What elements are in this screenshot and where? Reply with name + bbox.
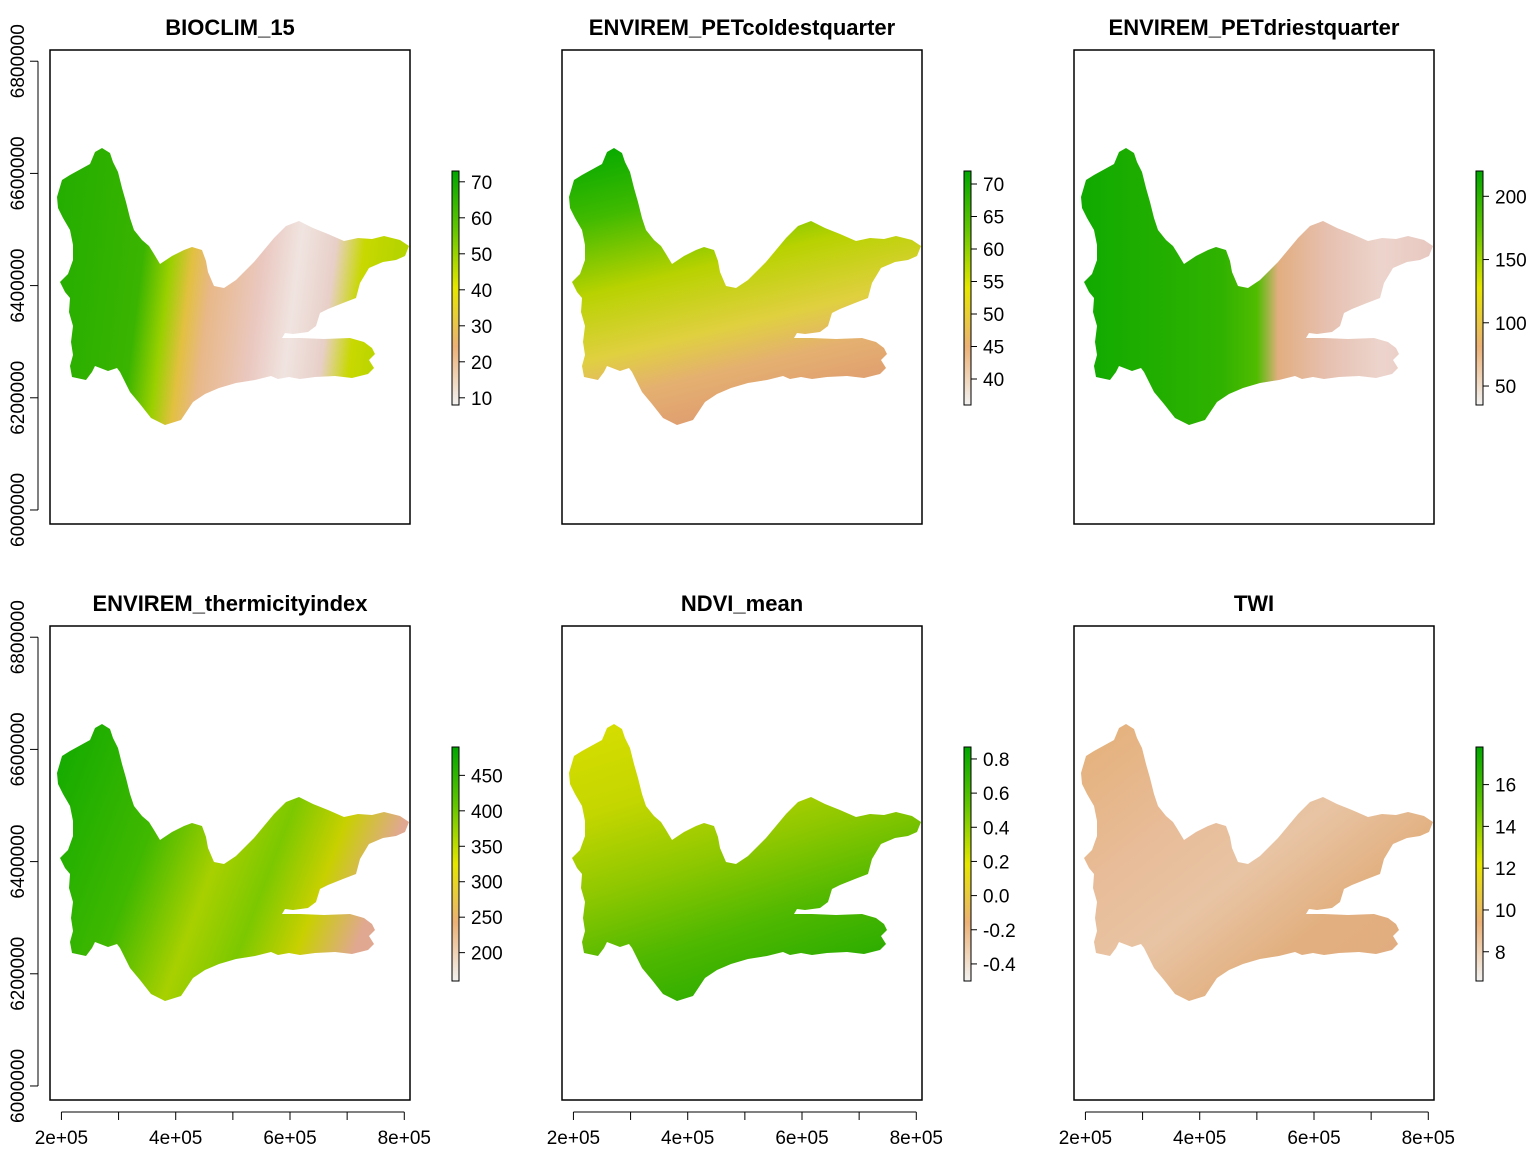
legend-colorbar	[963, 746, 972, 982]
map-panel-6: TWI 8 10 12 14 16 2e+05 4e+05 6e+05 8e+05	[1059, 591, 1517, 1149]
y-axis-label: 6200000	[8, 937, 29, 1011]
legend-label: 50	[1495, 377, 1516, 398]
y-axis-label: 6000000	[8, 473, 29, 547]
panel-title: ENVIREM_PETdriestquarter	[1109, 15, 1400, 40]
legend-label: 70	[983, 175, 1004, 196]
panel-title: BIOCLIM_15	[165, 15, 295, 40]
legend-label: 70	[471, 173, 492, 194]
x-axis-label: 6e+05	[775, 1128, 828, 1149]
y-axis-label: 6400000	[8, 249, 29, 323]
legend-label: 14	[1495, 817, 1517, 838]
legend-label: 60	[471, 209, 492, 230]
legend-colorbar	[963, 170, 972, 406]
raster-region	[569, 148, 921, 425]
legend-label: 30	[471, 317, 492, 338]
legend-colorbar	[1475, 746, 1484, 982]
legend-label: 40	[471, 281, 492, 302]
legend-label: 400	[471, 802, 503, 823]
legend-label: 10	[471, 389, 492, 410]
map-panel-5: NDVI_mean -0.4 -0.2 0.0 0.2 0.4 0.6 0.8 2e+05 4e+…	[547, 591, 1016, 1149]
legend-colorbar	[1475, 170, 1484, 406]
plot-frame	[561, 49, 923, 525]
legend-label: 250	[471, 908, 503, 929]
raster-region	[1081, 724, 1433, 1001]
map-panel-1: BIOCLIM_15 10 20 30 40 50 60 70 6000000 6200000 64…	[8, 15, 492, 547]
y-axis-label: 6200000	[8, 361, 29, 435]
map-panel-2: ENVIREM_PETcoldestquarter 40 45 50 55 60 65 70	[561, 15, 1004, 525]
legend-label: 8	[1495, 943, 1506, 964]
legend-colorbar	[451, 170, 460, 406]
map-panel-4: ENVIREM_thermicityindex 200 250 300 350 400 45…	[8, 591, 503, 1149]
y-axis-label: 6000000	[8, 1049, 29, 1123]
x-axis-label: 2e+05	[35, 1128, 88, 1149]
legend-label: 20	[471, 353, 492, 374]
legend-label: 50	[983, 305, 1004, 326]
legend-label: 0.6	[983, 784, 1009, 805]
legend-label: 60	[983, 240, 1004, 261]
legend-label: 0.8	[983, 750, 1009, 771]
plot-frame	[1073, 625, 1435, 1101]
x-axis-label: 8e+05	[378, 1128, 431, 1149]
legend-label: 65	[983, 208, 1004, 229]
plot-frame	[1073, 49, 1435, 525]
y-axis-label: 6600000	[8, 712, 29, 786]
legend-label: 200	[1495, 187, 1527, 208]
plot-frame	[49, 49, 411, 525]
x-axis-label: 4e+05	[149, 1128, 202, 1149]
legend-label: 50	[471, 245, 492, 266]
legend-label: 55	[983, 273, 1004, 294]
x-axis-label: 4e+05	[661, 1128, 714, 1149]
panel-title: ENVIREM_PETcoldestquarter	[589, 15, 896, 40]
legend-label: 12	[1495, 859, 1516, 880]
legend-label: 200	[471, 944, 503, 965]
legend-label: 150	[1495, 251, 1527, 272]
x-axis-label: 6e+05	[1287, 1128, 1340, 1149]
plot-frame	[561, 625, 923, 1101]
panel-title: NDVI_mean	[681, 591, 803, 616]
x-axis-label: 6e+05	[263, 1128, 316, 1149]
panel-title: TWI	[1234, 591, 1274, 616]
x-axis-label: 2e+05	[1059, 1128, 1112, 1149]
y-axis-label: 6600000	[8, 136, 29, 210]
raster-region	[1081, 148, 1433, 425]
legend-label: 450	[471, 766, 503, 787]
legend-label: 0.0	[983, 887, 1009, 908]
legend-label: 350	[471, 837, 503, 858]
x-axis-label: 8e+05	[890, 1128, 943, 1149]
raster-region	[57, 724, 409, 1001]
legend-label: 0.2	[983, 852, 1009, 873]
x-axis-label: 8e+05	[1402, 1128, 1455, 1149]
legend-label: 16	[1495, 776, 1516, 797]
legend-label: 10	[1495, 901, 1516, 922]
y-axis-label: 6800000	[8, 24, 29, 98]
panel-title: ENVIREM_thermicityindex	[92, 591, 368, 616]
legend-colorbar	[451, 746, 460, 982]
x-axis-label: 4e+05	[1173, 1128, 1226, 1149]
legend-label: 300	[471, 873, 503, 894]
legend-label: -0.4	[983, 955, 1016, 976]
raster-region	[57, 148, 409, 425]
legend-label: 40	[983, 370, 1004, 391]
plot-frame	[49, 625, 411, 1101]
legend-label: 100	[1495, 314, 1527, 335]
y-axis-label: 6800000	[8, 600, 29, 674]
legend-label: 0.4	[983, 818, 1010, 839]
x-axis-label: 2e+05	[547, 1128, 600, 1149]
y-axis-label: 6400000	[8, 825, 29, 899]
map-panel-3: ENVIREM_PETdriestquarter 50 100 150 200	[1073, 15, 1527, 525]
raster-region	[569, 724, 921, 1001]
legend-label: -0.2	[983, 921, 1016, 942]
legend-label: 45	[983, 338, 1004, 359]
